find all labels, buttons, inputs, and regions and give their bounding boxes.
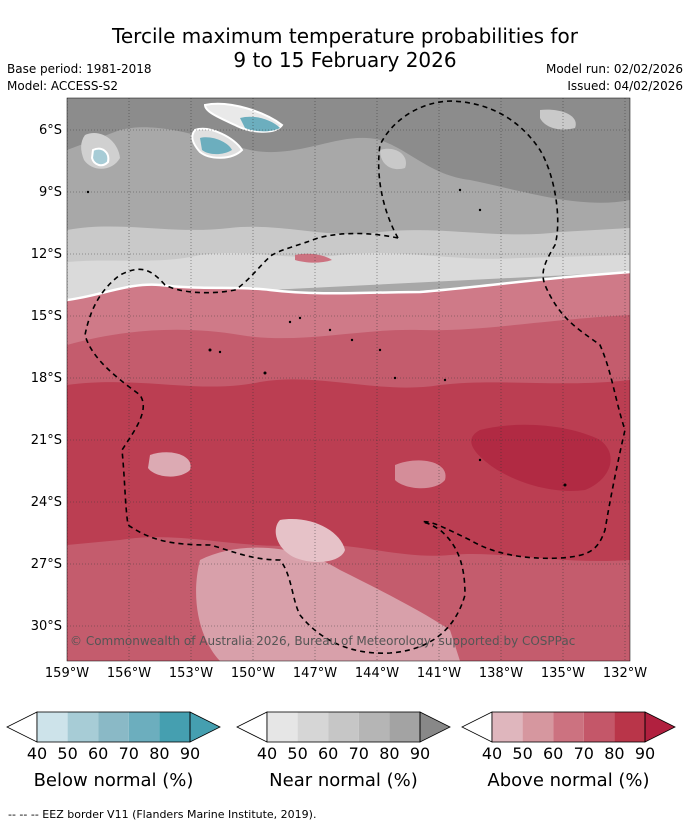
legend-above-70 xyxy=(583,712,615,742)
below-normal-pocket-3 xyxy=(90,147,110,167)
below-normal-pocket-2 xyxy=(200,137,232,155)
legend-tick: 70 xyxy=(573,744,594,763)
graticule xyxy=(67,98,630,661)
legend-tick: 60 xyxy=(318,744,339,763)
lon-label-147w: 147°W xyxy=(292,666,338,681)
lon-label-132w: 132°W xyxy=(602,666,648,681)
legend-near-80 xyxy=(389,712,420,742)
model-label: Model: ACCESS-S2 xyxy=(7,79,119,93)
legend-tick: 40 xyxy=(481,744,503,763)
lon-label-153w: 153°W xyxy=(168,666,214,681)
copyright-notice: © Commonwealth of Australia 2026, Bureau… xyxy=(70,634,576,648)
eez-borders xyxy=(84,100,626,654)
lat-label-6s: 6°S xyxy=(38,123,62,138)
legend-tick: 60 xyxy=(543,744,564,763)
legend-below-40 xyxy=(37,712,68,742)
legend-tick: 50 xyxy=(57,744,78,763)
lon-label-141w: 141°W xyxy=(416,666,462,681)
legend-above-50 xyxy=(522,712,554,742)
legend-above-normal xyxy=(461,711,676,743)
lon-label-159w: 159°W xyxy=(44,666,90,681)
lon-label-138w: 138°W xyxy=(478,666,524,681)
lon-label-150w: 150°W xyxy=(230,666,276,681)
lat-label-24s: 24°S xyxy=(30,495,62,510)
legend-near-50 xyxy=(297,712,329,742)
above-normal-80-zone xyxy=(67,379,630,562)
tercile-boundary-line xyxy=(67,270,630,302)
lat-label-15s: 15°S xyxy=(30,309,62,324)
lat-label-30s: 30°S xyxy=(30,619,62,634)
legend-tick: 50 xyxy=(512,744,533,763)
eez-footnote: -- -- -- EEZ border V11 (Flanders Marine… xyxy=(8,808,317,821)
below-normal-pocket-1 xyxy=(240,116,280,132)
above-normal-70-pocket xyxy=(67,566,163,661)
map-title-line1: Tercile maximum temperature probabilitie… xyxy=(112,24,578,48)
near-normal-80-zone xyxy=(67,98,630,203)
legend-near-40 xyxy=(267,712,298,742)
legend-near-title: Near normal (%) xyxy=(269,770,418,791)
legend-below-70 xyxy=(128,712,160,742)
base-period-label: Base period: 1981-2018 xyxy=(7,62,152,76)
legend-below-80 xyxy=(159,712,190,742)
above-normal-60-pocket xyxy=(395,460,446,489)
legend-above-40 xyxy=(492,712,523,742)
legend-near-90 xyxy=(419,711,451,743)
legend-tick: 80 xyxy=(379,744,400,763)
above-normal-50-zone xyxy=(196,547,460,661)
legend-below-title: Below normal (%) xyxy=(33,770,194,791)
legend-tick: 90 xyxy=(179,744,201,763)
above-normal-40-zone xyxy=(275,519,345,562)
legend-tick: 70 xyxy=(348,744,369,763)
lon-label-135w: 135°W xyxy=(540,666,586,681)
legend-above-90 xyxy=(644,711,676,743)
above-normal-pocket-north xyxy=(295,253,332,263)
legend-above-60 xyxy=(553,712,584,742)
legend-tick: 60 xyxy=(88,744,109,763)
near-normal-pocket-4 xyxy=(540,109,576,130)
legend-near-normal xyxy=(236,711,451,743)
legend-tick: 90 xyxy=(409,744,431,763)
lat-label-12s: 12°S xyxy=(30,247,62,262)
legend-above-80 xyxy=(614,712,645,742)
legend-below-normal xyxy=(6,711,221,743)
legend-tick: 90 xyxy=(634,744,656,763)
legend-below-60 xyxy=(98,712,129,742)
lat-label-9s: 9°S xyxy=(38,185,62,200)
near-normal-pocket-5 xyxy=(380,148,406,170)
map-title-line2: 9 to 15 February 2026 xyxy=(233,48,457,72)
map-frame xyxy=(66,97,631,662)
legend-tick: 40 xyxy=(26,744,48,763)
legend-tick: 70 xyxy=(118,744,139,763)
lat-label-18s: 18°S xyxy=(30,371,62,386)
above-normal-50-pocket xyxy=(148,452,191,477)
legend-tick: 80 xyxy=(604,744,625,763)
lon-label-156w: 156°W xyxy=(106,666,152,681)
above-normal-90-zone xyxy=(471,424,611,491)
legend-below-50 xyxy=(67,712,99,742)
issued-label: Issued: 04/02/2026 xyxy=(567,79,683,93)
probability-map xyxy=(67,98,630,661)
legend-near-60 xyxy=(328,712,359,742)
legend-tick: 80 xyxy=(149,744,170,763)
legend-near-70 xyxy=(358,712,390,742)
legend-above-title: Above normal (%) xyxy=(487,770,650,791)
model-run-label: Model run: 02/02/2026 xyxy=(545,62,683,76)
legend-tick: 40 xyxy=(256,744,278,763)
legend-below-90 xyxy=(189,711,221,743)
islands xyxy=(86,188,567,487)
legend-tick: 50 xyxy=(287,744,308,763)
lat-label-21s: 21°S xyxy=(30,433,62,448)
lat-label-27s: 27°S xyxy=(30,557,62,572)
lon-label-144w: 144°W xyxy=(354,666,400,681)
